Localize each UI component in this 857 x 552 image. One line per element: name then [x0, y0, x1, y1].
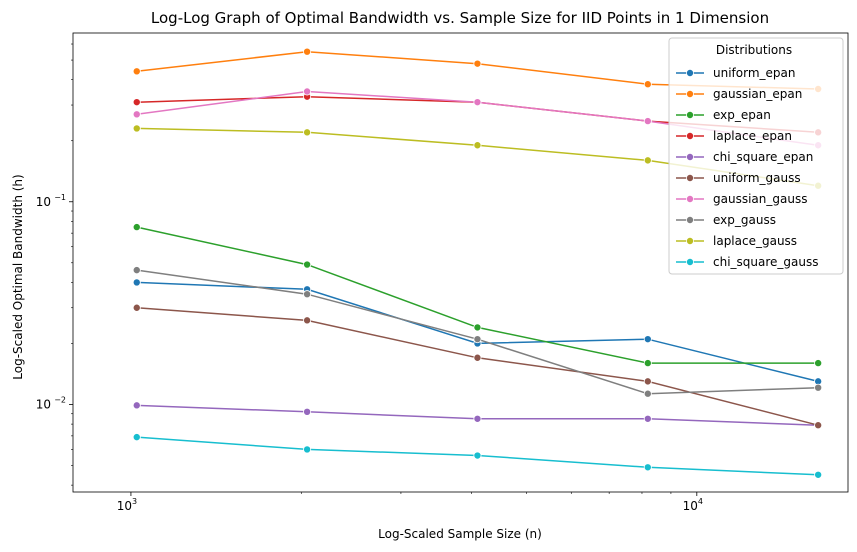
- data-point-chi_square_epan: [643, 414, 652, 423]
- data-point-chi_square_gauss: [473, 451, 482, 460]
- data-point-exp_epan: [643, 359, 652, 368]
- data-point-uniform_gauss: [473, 353, 482, 362]
- data-point-gaussian_gauss: [473, 98, 482, 107]
- data-point-exp_gauss: [643, 389, 652, 398]
- data-point-chi_square_epan: [303, 407, 312, 416]
- data-point-exp_epan: [303, 260, 312, 269]
- legend-box: [668, 37, 844, 275]
- chart-title: Log-Log Graph of Optimal Bandwidth vs. S…: [151, 9, 769, 27]
- data-point-chi_square_gauss: [303, 445, 312, 454]
- data-point-gaussian_epan: [303, 47, 312, 56]
- series-line-exp_gauss: [136, 269, 819, 395]
- data-point-uniform_epan: [643, 335, 652, 344]
- data-point-gaussian_gauss: [643, 117, 652, 126]
- legend-label-gaussian_epan: gaussian_epan: [713, 87, 802, 101]
- data-point-laplace_gauss: [643, 156, 652, 165]
- data-point-chi_square_epan: [473, 414, 482, 423]
- data-point-exp_gauss: [132, 266, 141, 275]
- legend-label-laplace_epan: laplace_epan: [713, 129, 792, 143]
- data-point-gaussian_gauss: [132, 110, 141, 119]
- data-point-chi_square_gauss: [814, 470, 823, 479]
- legend-marker-uniform_gauss: [686, 173, 695, 182]
- data-point-exp_gauss: [814, 383, 823, 392]
- legend-marker-exp_gauss: [686, 215, 695, 224]
- legend-marker-uniform_epan: [686, 69, 695, 78]
- x-tick-label: 104: [683, 497, 703, 513]
- legend-marker-gaussian_epan: [686, 90, 695, 99]
- legend-label-laplace_gauss: laplace_gauss: [713, 234, 797, 248]
- data-point-exp_gauss: [473, 335, 482, 344]
- data-point-gaussian_gauss: [303, 87, 312, 96]
- legend-marker-laplace_gauss: [686, 236, 695, 245]
- data-point-exp_epan: [132, 223, 141, 232]
- legend-marker-laplace_epan: [686, 131, 695, 140]
- legend-label-uniform_epan: uniform_epan: [713, 66, 795, 80]
- legend: Distributions uniform_epan gaussian_epanex…: [668, 37, 844, 275]
- x-axis-label: Log-Scaled Sample Size (n): [378, 527, 542, 541]
- y-tick-exponent: −2: [54, 395, 66, 404]
- y-tick-label: 10: [36, 397, 51, 411]
- legend-label-uniform_gauss: uniform_gauss: [713, 171, 801, 185]
- legend-label-chi_square_epan: chi_square_epan: [713, 150, 813, 164]
- legend-label-chi_square_gauss: chi_square_gauss: [713, 255, 819, 269]
- x-tick-label: 103: [117, 497, 137, 513]
- axes-frame: [72, 32, 849, 493]
- data-point-exp_epan: [473, 323, 482, 332]
- data-point-gaussian_epan: [132, 67, 141, 76]
- data-point-uniform_epan: [132, 278, 141, 287]
- data-point-laplace_epan: [132, 98, 141, 107]
- legend-label-exp_epan: exp_epan: [713, 108, 771, 122]
- y-axis-label: Log-Scaled Optimal Bandwidth (h): [11, 174, 25, 379]
- data-point-laplace_gauss: [303, 128, 312, 137]
- legend-marker-exp_epan: [686, 111, 695, 120]
- data-point-uniform_gauss: [814, 421, 823, 430]
- data-point-chi_square_gauss: [643, 463, 652, 472]
- legend-marker-chi_square_epan: [686, 152, 695, 161]
- data-point-gaussian_epan: [473, 59, 482, 68]
- legend-title: Distributions: [716, 43, 792, 57]
- legend-marker-chi_square_gauss: [686, 257, 695, 266]
- data-point-exp_gauss: [303, 290, 312, 299]
- data-point-laplace_gauss: [132, 124, 141, 133]
- legend-label-exp_gauss: exp_gauss: [713, 213, 776, 227]
- data-point-chi_square_epan: [132, 401, 141, 410]
- data-point-uniform_gauss: [643, 377, 652, 386]
- y-tick-exponent: −1: [54, 193, 66, 202]
- data-point-uniform_gauss: [303, 316, 312, 325]
- y-tick-label: 10: [36, 195, 51, 209]
- series-line-uniform_epan: [136, 281, 819, 383]
- data-point-uniform_gauss: [132, 303, 141, 312]
- data-point-laplace_gauss: [473, 141, 482, 150]
- data-point-exp_epan: [814, 359, 823, 368]
- legend-label-gaussian_gauss: gaussian_gauss: [713, 192, 807, 206]
- data-point-chi_square_gauss: [132, 433, 141, 442]
- data-point-gaussian_epan: [643, 80, 652, 89]
- legend-marker-gaussian_gauss: [686, 194, 695, 203]
